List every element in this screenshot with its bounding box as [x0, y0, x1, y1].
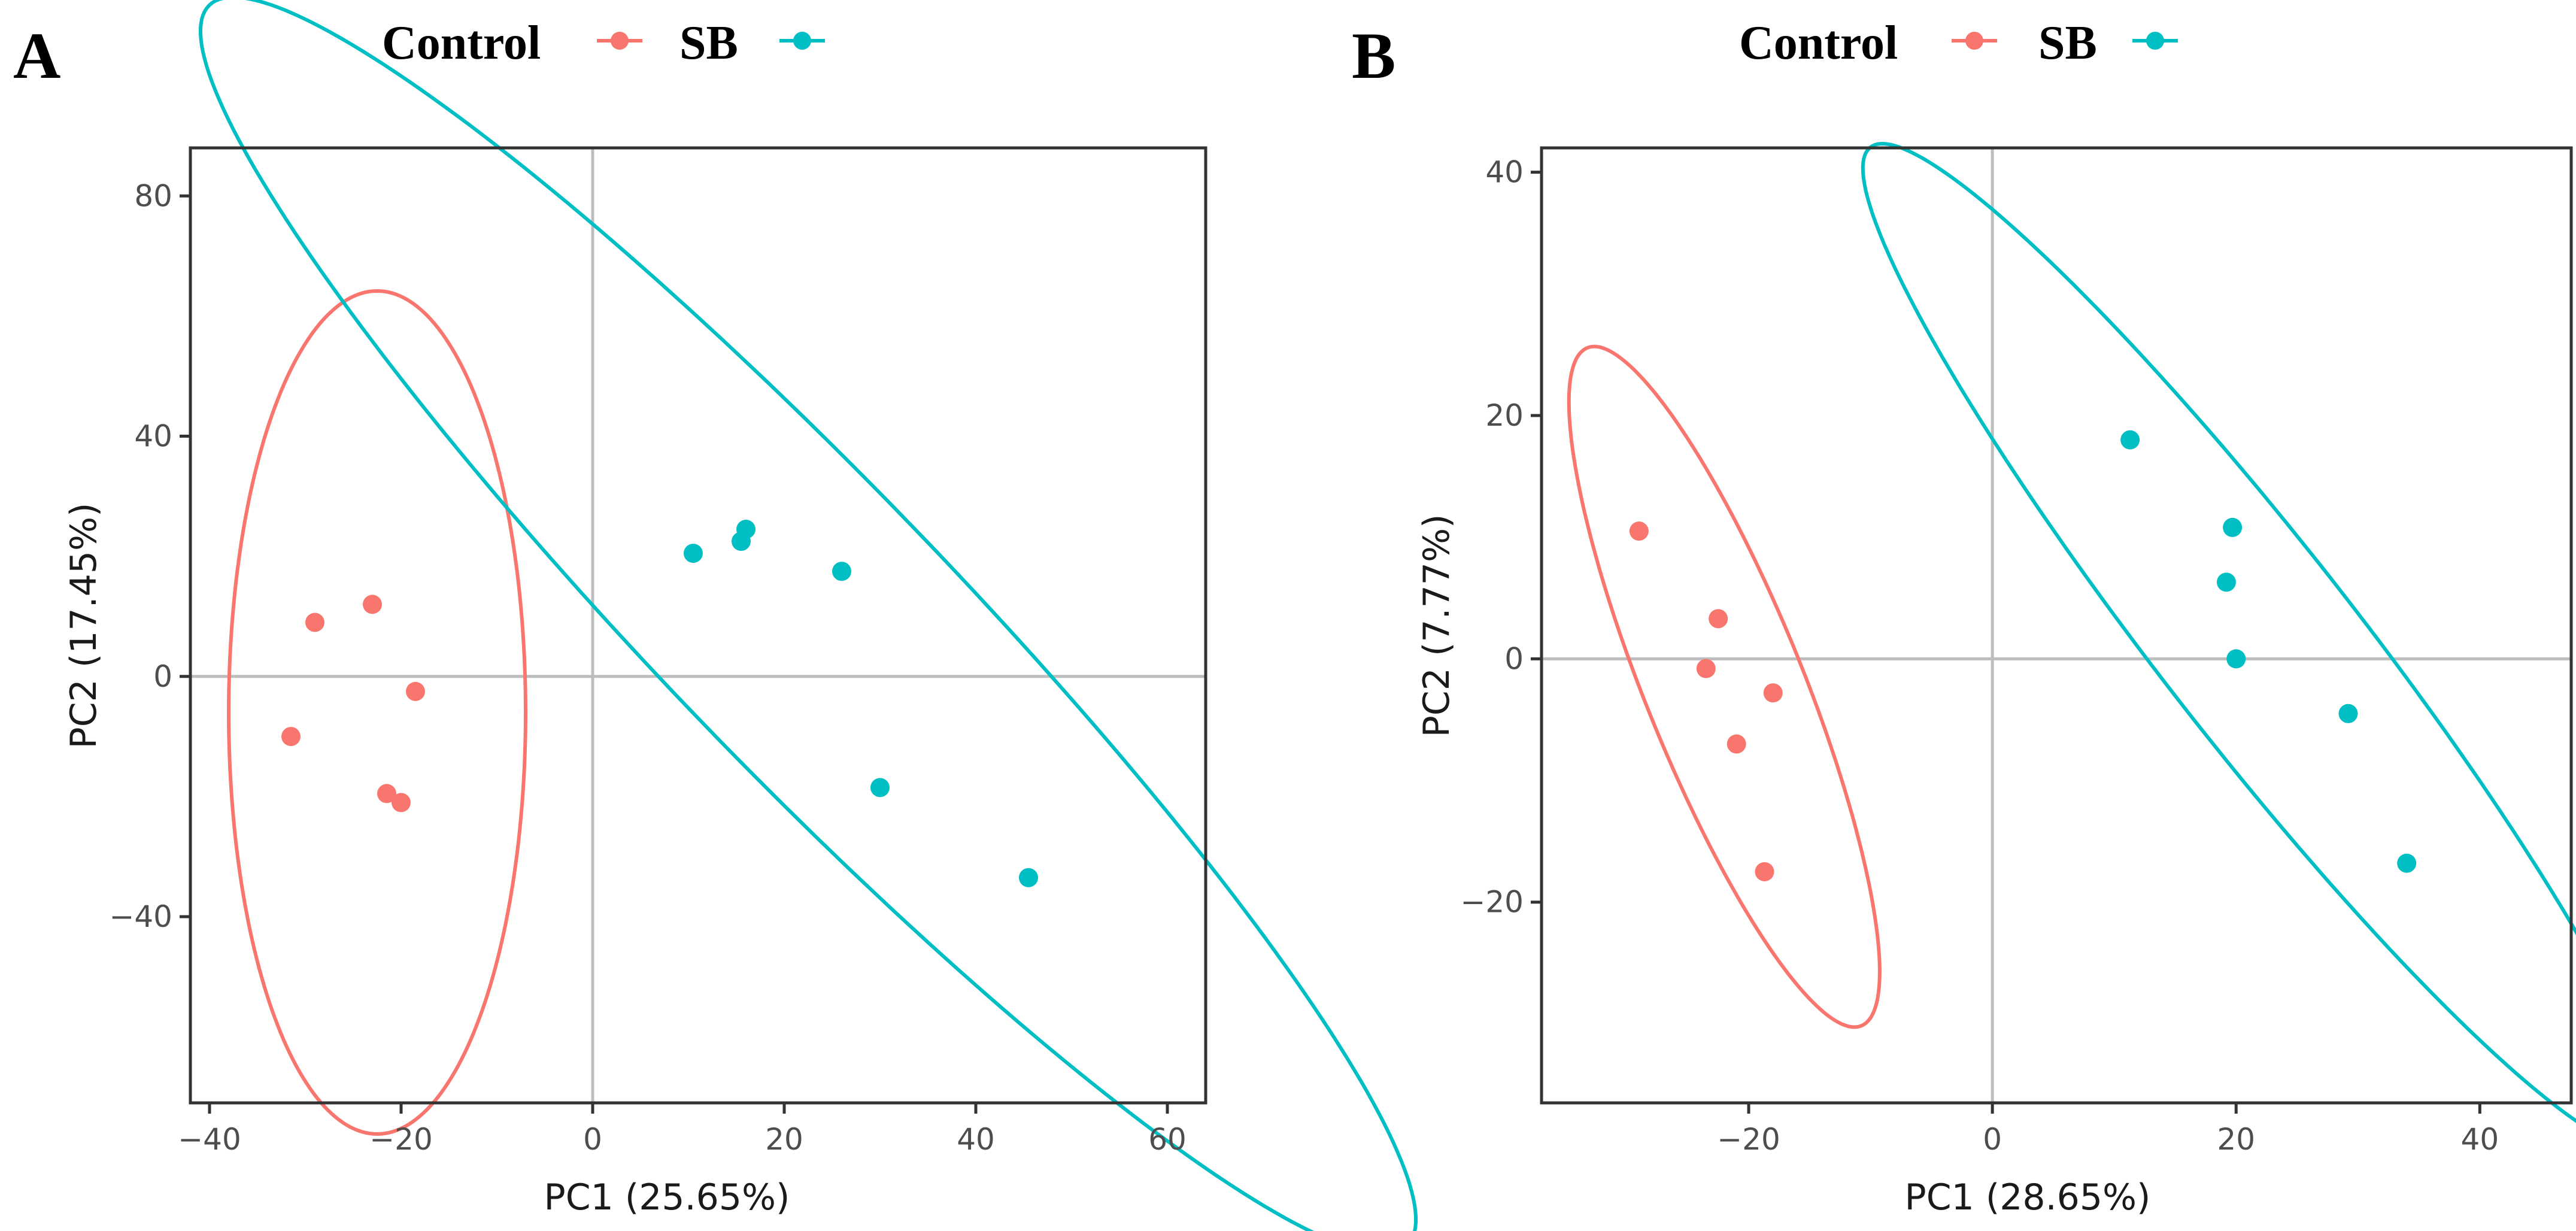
- legend-key-dot-sb: [2146, 32, 2164, 50]
- data-point-control: [305, 613, 324, 632]
- data-point-control: [281, 727, 301, 747]
- plot-panel-a: −40 −20 0 20 40 60 −40 0 40 80: [109, 0, 1418, 1231]
- y-tick-label: 0: [1504, 641, 1524, 676]
- x-tick-label: −20: [369, 1122, 433, 1157]
- data-point-control: [1709, 609, 1728, 629]
- y-tick-label: −40: [109, 899, 172, 934]
- data-point-control: [363, 595, 382, 614]
- x-tick-label: 40: [957, 1122, 995, 1157]
- legend-key-dot-sb: [793, 32, 811, 50]
- data-point-sb: [2223, 517, 2243, 537]
- data-point-control: [1763, 683, 1783, 703]
- data-point-sb: [2397, 853, 2417, 873]
- y-tick-label: 40: [134, 419, 172, 454]
- data-point-sb: [832, 562, 851, 581]
- data-point-sb: [684, 544, 703, 563]
- legend-label-control-b: Control: [1739, 17, 1898, 69]
- data-point-sb: [1019, 868, 1038, 887]
- plot-panel-b: −20 0 20 40 −20 0 20 40: [1460, 32, 2576, 1157]
- y-tick-label: 80: [134, 178, 172, 213]
- y-tick-label: 0: [153, 659, 172, 694]
- x-tick-label: 40: [2461, 1122, 2499, 1157]
- confidence-ellipse-control: [1567, 344, 1882, 1029]
- y-tick-label: 40: [1485, 155, 1524, 190]
- y-tick-label: 20: [1485, 398, 1524, 433]
- data-point-sb: [2226, 649, 2246, 669]
- data-point-control: [1696, 659, 1716, 678]
- confidence-ellipse-control: [226, 289, 528, 1136]
- data-point-control: [377, 784, 396, 804]
- x-tick-label: 0: [583, 1122, 602, 1157]
- x-tick-label: −40: [178, 1122, 241, 1157]
- data-point-sb: [2338, 704, 2358, 723]
- x-axis-title-b: PC1 (28.65%): [1905, 1177, 2151, 1218]
- data-point-sb: [870, 778, 890, 798]
- legend-key-dot-control: [611, 32, 629, 50]
- legend-label-sb-b: SB: [2038, 17, 2097, 69]
- panel-letter-b: B: [1352, 19, 1395, 92]
- x-tick-label: 20: [2217, 1122, 2255, 1157]
- x-tick-label: 60: [1148, 1122, 1187, 1157]
- x-tick-label: −20: [1717, 1122, 1780, 1157]
- data-point-control: [392, 793, 411, 812]
- x-axis-title-a: PC1 (25.65%): [544, 1177, 790, 1218]
- plot-frame: [189, 146, 1207, 1105]
- panel-letter-a: A: [13, 19, 60, 92]
- legend-label-sb-a: SB: [679, 17, 738, 69]
- data-point-sb: [2216, 572, 2236, 592]
- data-point-control: [1629, 521, 1649, 541]
- plot-frame: [1540, 146, 2573, 1105]
- data-point-control: [1755, 862, 1774, 881]
- y-axis-title-a: PC2 (17.45%): [63, 503, 105, 749]
- confidence-ellipse-sb: [1861, 141, 2576, 1123]
- y-tick-label: −20: [1460, 885, 1524, 920]
- confidence-ellipse-sb: [199, 0, 1418, 1231]
- data-point-sb: [736, 519, 755, 539]
- y-axis-title-b: PC2 (7.77%): [1416, 514, 1458, 738]
- data-point-control: [406, 681, 425, 701]
- data-point-control: [1727, 734, 1746, 754]
- data-point-sb: [2120, 430, 2140, 450]
- x-tick-label: 0: [1983, 1122, 2002, 1157]
- x-tick-label: 20: [765, 1122, 803, 1157]
- legend-label-control-a: Control: [382, 17, 541, 69]
- legend-key-dot-control: [1965, 32, 1983, 50]
